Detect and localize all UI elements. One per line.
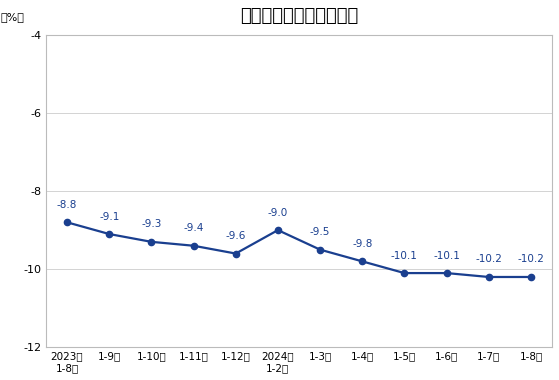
Text: -9.6: -9.6 bbox=[225, 231, 246, 241]
Text: -9.8: -9.8 bbox=[352, 239, 372, 249]
Text: （%）: （%） bbox=[1, 12, 24, 22]
Text: -10.2: -10.2 bbox=[475, 255, 502, 264]
Title: 全国房地产开发投资增速: 全国房地产开发投资增速 bbox=[240, 7, 358, 25]
Text: -9.5: -9.5 bbox=[310, 227, 330, 237]
Text: -9.0: -9.0 bbox=[268, 207, 288, 218]
Text: -10.1: -10.1 bbox=[433, 250, 460, 261]
Text: -9.4: -9.4 bbox=[183, 223, 203, 233]
Text: -10.2: -10.2 bbox=[518, 255, 544, 264]
Text: -8.8: -8.8 bbox=[57, 200, 77, 210]
Text: -10.1: -10.1 bbox=[391, 250, 418, 261]
Text: -9.3: -9.3 bbox=[141, 219, 162, 230]
Text: -9.1: -9.1 bbox=[99, 212, 120, 222]
